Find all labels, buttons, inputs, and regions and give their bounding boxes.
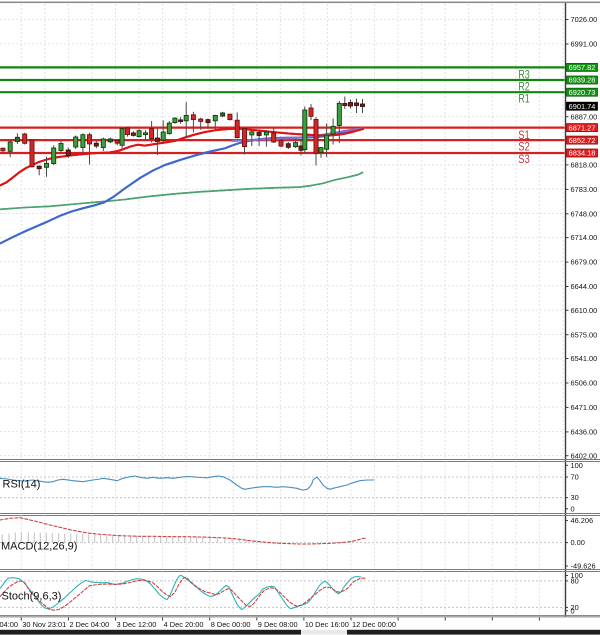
svg-text:7026.00: 7026.00 bbox=[571, 15, 598, 24]
svg-text:6818.00: 6818.00 bbox=[571, 161, 598, 170]
svg-text:6541.00: 6541.00 bbox=[571, 354, 598, 363]
svg-text:S3: S3 bbox=[518, 152, 530, 166]
svg-text:100: 100 bbox=[571, 571, 583, 580]
svg-text:6901.74: 6901.74 bbox=[569, 102, 596, 111]
svg-text:4 Dec 20:00: 4 Dec 20:00 bbox=[164, 620, 204, 629]
svg-text:0: 0 bbox=[571, 606, 575, 615]
svg-text:30 Nov 23:01: 30 Nov 23:01 bbox=[22, 620, 66, 629]
svg-text:10 Dec 16:00: 10 Dec 16:00 bbox=[305, 620, 349, 629]
svg-text:S2: S2 bbox=[518, 140, 530, 154]
svg-text:9 Dec 08:00: 9 Dec 08:00 bbox=[258, 620, 298, 629]
svg-text:6871.27: 6871.27 bbox=[569, 123, 596, 132]
svg-text:0.00: 0.00 bbox=[571, 538, 585, 547]
svg-text:6991.00: 6991.00 bbox=[571, 40, 598, 49]
svg-text:MACD(12,26,9): MACD(12,26,9) bbox=[1, 541, 77, 553]
svg-text:30: 30 bbox=[571, 493, 579, 502]
svg-text:S1: S1 bbox=[518, 128, 530, 142]
svg-text:6679.00: 6679.00 bbox=[571, 258, 598, 267]
svg-text:6402.00: 6402.00 bbox=[571, 451, 598, 460]
svg-text:6506.00: 6506.00 bbox=[571, 379, 598, 388]
svg-text:70: 70 bbox=[571, 473, 579, 482]
svg-text:6748.00: 6748.00 bbox=[571, 209, 598, 218]
svg-text:R3: R3 bbox=[518, 68, 530, 82]
svg-text:20: 20 bbox=[571, 603, 579, 612]
svg-text:6834.18: 6834.18 bbox=[569, 149, 596, 158]
svg-text:6957.82: 6957.82 bbox=[569, 63, 596, 72]
svg-text:6610.00: 6610.00 bbox=[571, 306, 598, 315]
svg-text:100: 100 bbox=[571, 461, 583, 470]
svg-text:6436.00: 6436.00 bbox=[571, 428, 598, 437]
svg-text:6939.28: 6939.28 bbox=[569, 76, 596, 85]
svg-text:6644.00: 6644.00 bbox=[571, 282, 598, 291]
svg-text:Stoch(9,6,3): Stoch(9,6,3) bbox=[2, 591, 62, 603]
svg-text:6783.00: 6783.00 bbox=[571, 185, 598, 194]
svg-text:80: 80 bbox=[571, 577, 579, 586]
svg-text:2 Dec 04:00: 2 Dec 04:00 bbox=[69, 620, 109, 629]
svg-text:R2: R2 bbox=[518, 80, 530, 94]
svg-text:46.206: 46.206 bbox=[571, 516, 594, 525]
svg-text:6471.00: 6471.00 bbox=[571, 403, 598, 412]
svg-text:3 Dec 12:00: 3 Dec 12:00 bbox=[117, 620, 157, 629]
svg-text:6887.00: 6887.00 bbox=[571, 112, 598, 121]
svg-text:6714.00: 6714.00 bbox=[571, 233, 598, 242]
svg-text:R1: R1 bbox=[518, 92, 530, 106]
svg-text:04:00: 04:00 bbox=[0, 620, 18, 629]
svg-text:6575.00: 6575.00 bbox=[571, 330, 598, 339]
svg-text:-49.626: -49.626 bbox=[571, 562, 596, 571]
svg-text:6920.73: 6920.73 bbox=[569, 88, 596, 97]
svg-text:6852.72: 6852.72 bbox=[569, 136, 596, 145]
svg-text:8 Dec 00:00: 8 Dec 00:00 bbox=[211, 620, 251, 629]
svg-text:0: 0 bbox=[571, 504, 575, 513]
svg-text:RSI(14): RSI(14) bbox=[3, 479, 41, 491]
svg-text:12 Dec 00:00: 12 Dec 00:00 bbox=[352, 620, 396, 629]
